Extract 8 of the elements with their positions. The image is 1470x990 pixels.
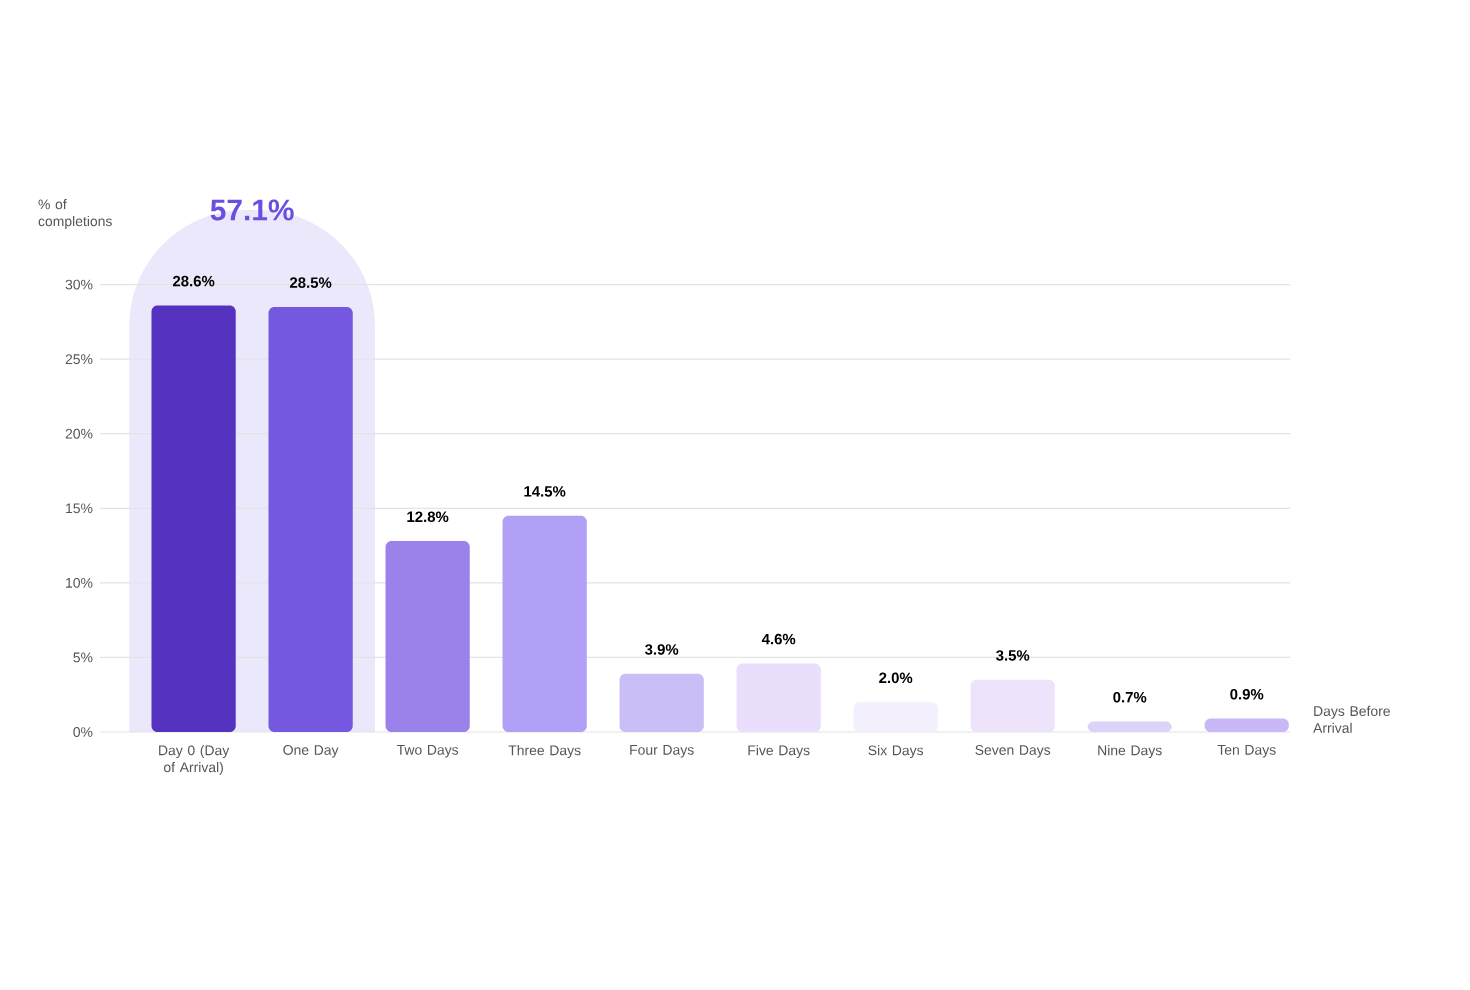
bar [385,541,470,732]
bar [619,673,704,732]
bar [502,515,587,732]
bar [736,663,821,732]
bar [970,679,1055,732]
bar [1087,721,1172,732]
annotation: 57.1% [210,199,294,221]
bar [1204,718,1289,732]
